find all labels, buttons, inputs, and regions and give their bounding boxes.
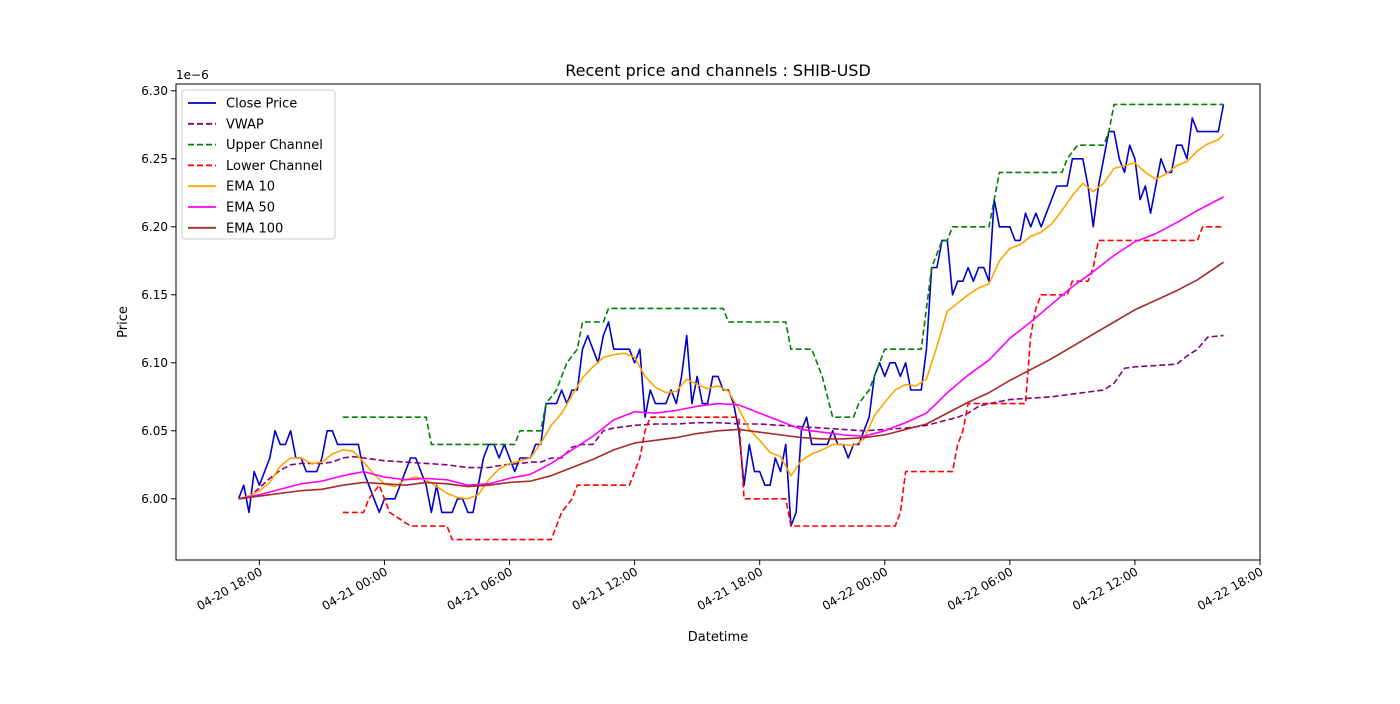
y-axis-multiplier: 1e−6 bbox=[176, 68, 209, 82]
legend-label-ema-100: EMA 100 bbox=[226, 221, 283, 236]
legend-label-upper-channel: Upper Channel bbox=[226, 138, 323, 153]
plot-area-frame bbox=[175, 83, 1261, 561]
series-line-vwap bbox=[238, 334, 1224, 500]
series-line-lower-channel bbox=[342, 226, 1224, 541]
y-tick-label: 6.00 bbox=[141, 492, 168, 506]
series-line-ema-50 bbox=[238, 196, 1224, 500]
legend-label-ema-50: EMA 50 bbox=[226, 201, 275, 216]
y-axis-label: Price bbox=[116, 306, 131, 338]
legend: Close Price VWAP Upper Channel Lower Channe… bbox=[181, 89, 336, 240]
legend-label-lower-channel: Lower Channel bbox=[226, 159, 322, 174]
y-tick-label: 6.10 bbox=[141, 356, 168, 370]
legend-box bbox=[181, 89, 336, 240]
series-line-upper-channel bbox=[342, 103, 1224, 446]
legend-label-close-price: Close Price bbox=[226, 97, 297, 112]
series-layer bbox=[237, 103, 1225, 541]
y-axis: 6.00 6.05 6.10 6.15 6.20 6.25 6.30 bbox=[141, 84, 176, 506]
y-tick-label: 6.05 bbox=[141, 424, 168, 438]
x-axis-label: Datetime bbox=[688, 630, 748, 645]
legend-label-ema-10: EMA 10 bbox=[226, 180, 275, 195]
y-tick-label: 6.15 bbox=[141, 288, 168, 302]
legend-label-vwap: VWAP bbox=[226, 117, 264, 132]
y-tick-label: 6.20 bbox=[141, 220, 168, 234]
y-tick-label: 6.30 bbox=[141, 84, 168, 98]
y-tick-label: 6.25 bbox=[141, 152, 168, 166]
series-line-ema-100 bbox=[238, 261, 1224, 500]
chart-title: Recent price and channels : SHIB-USD bbox=[565, 61, 871, 80]
series-line-ema-10 bbox=[238, 133, 1225, 500]
